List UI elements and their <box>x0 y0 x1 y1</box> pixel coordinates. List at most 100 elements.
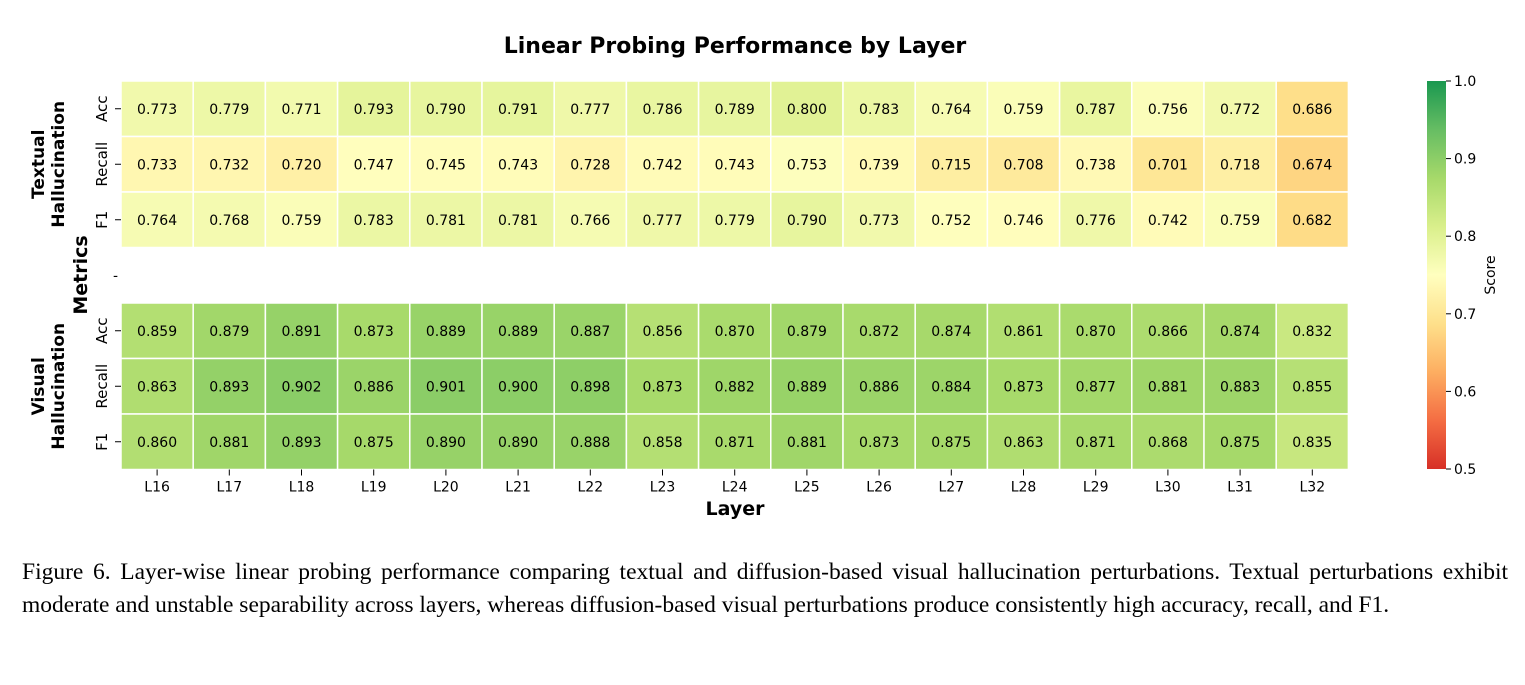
x-tick-label: L25 <box>794 480 820 496</box>
heatmap-cell <box>264 413 339 471</box>
colorbar-label: Score <box>1483 255 1499 294</box>
cell-value-label: 0.791 <box>498 102 538 118</box>
heatmap-cell <box>409 302 483 360</box>
group-label-line: Visual <box>29 357 49 415</box>
heatmap-cell <box>336 413 411 471</box>
heatmap-cell <box>1203 302 1277 360</box>
y-tick-label: Acc <box>93 318 111 345</box>
heatmap-cell <box>336 135 411 193</box>
cell-value-label: 0.773 <box>137 102 177 118</box>
cell-value-label: 0.743 <box>498 157 538 173</box>
cell-value-label: 0.759 <box>1003 102 1043 118</box>
cell-value-label: 0.888 <box>570 435 610 451</box>
cell-value-label: 0.873 <box>642 379 682 395</box>
heatmap-figure: Linear Probing Performance by Layer 0.77… <box>29 34 1499 520</box>
group-label-line: Hallucination <box>49 101 69 228</box>
cell-value-label: 0.759 <box>281 213 321 229</box>
heatmap-cell <box>697 191 772 249</box>
cell-value-label: 0.889 <box>787 379 827 395</box>
heatmap-cell <box>1058 413 1133 471</box>
heatmap-cell <box>1131 302 1205 360</box>
cell-value-label: 0.858 <box>642 435 682 451</box>
cell-value-label: 0.766 <box>570 213 610 229</box>
cell-value-label: 0.889 <box>498 324 538 340</box>
cell-value-label: 0.674 <box>1292 157 1332 173</box>
heatmap-cell <box>481 413 555 471</box>
cell-value-label: 0.881 <box>787 435 827 451</box>
x-tick-label: L21 <box>505 480 531 496</box>
x-tick-label: L22 <box>577 480 603 496</box>
x-tick-label: L27 <box>938 480 964 496</box>
figure-caption: Figure 6. Layer-wise linear probing perf… <box>22 559 1508 618</box>
heatmap-cell <box>986 413 1061 471</box>
cell-value-label: 0.781 <box>498 213 538 229</box>
cell-value-label: 0.764 <box>137 213 177 229</box>
cell-value-label: 0.772 <box>1220 102 1260 118</box>
cell-value-label: 0.753 <box>787 157 827 173</box>
cell-value-label: 0.800 <box>787 102 827 118</box>
cell-value-label: 0.783 <box>859 102 899 118</box>
heatmap-cell <box>481 80 555 138</box>
colorbar-tick-label: 0.6 <box>1454 384 1476 400</box>
cell-value-label: 0.743 <box>715 157 755 173</box>
heatmap-cell <box>553 357 628 415</box>
colorbar-tick-label: 0.7 <box>1454 307 1476 323</box>
group-label: TextualHallucination <box>29 101 69 228</box>
cell-value-label: 0.739 <box>859 157 899 173</box>
heatmap-cell <box>625 357 700 415</box>
cell-value-label: 0.875 <box>931 435 971 451</box>
cell-value-label: 0.889 <box>426 324 466 340</box>
cell-value-label: 0.874 <box>931 324 971 340</box>
group-label: VisualHallucination <box>29 323 69 450</box>
cell-value-label: 0.902 <box>281 379 321 395</box>
heatmap-cell <box>914 135 989 193</box>
heatmap-cell <box>1058 80 1133 138</box>
cell-value-label: 0.871 <box>715 435 755 451</box>
cell-value-label: 0.883 <box>1220 379 1260 395</box>
heatmap-cell <box>264 135 339 193</box>
group-label-line: Textual <box>29 130 49 199</box>
cell-value-label: 0.863 <box>1003 435 1043 451</box>
heatmap-cell <box>697 357 772 415</box>
heatmap-cell <box>336 191 411 249</box>
cell-value-label: 0.779 <box>209 102 249 118</box>
heatmap-cell <box>625 191 700 249</box>
cell-value-label: 0.890 <box>498 435 538 451</box>
cell-value-label: 0.890 <box>426 435 466 451</box>
cell-value-label: 0.875 <box>354 435 394 451</box>
cell-value-label: 0.789 <box>715 102 755 118</box>
cell-value-label: 0.779 <box>715 213 755 229</box>
x-tick-label: L26 <box>866 480 892 496</box>
cell-value-label: 0.874 <box>1220 324 1260 340</box>
heatmap-cell <box>986 357 1061 415</box>
x-tick-label: L20 <box>433 480 459 496</box>
cell-value-label: 0.728 <box>570 157 610 173</box>
heatmap-cell <box>1275 191 1350 249</box>
y-tick-label: F1 <box>93 211 111 229</box>
cell-value-label: 0.773 <box>859 213 899 229</box>
cell-value-label: 0.686 <box>1292 102 1332 118</box>
x-axis-label: Layer <box>706 498 766 520</box>
cell-value-label: 0.873 <box>354 324 394 340</box>
heatmap-cell <box>120 191 194 249</box>
cell-value-label: 0.832 <box>1292 324 1332 340</box>
cell-value-label: 0.793 <box>354 102 394 118</box>
heatmap-cell <box>1058 191 1133 249</box>
cell-value-label: 0.745 <box>426 157 466 173</box>
heatmap-cell <box>770 135 844 193</box>
cell-value-label: 0.875 <box>1220 435 1260 451</box>
heatmap-cell <box>842 413 916 471</box>
cell-value-label: 0.886 <box>354 379 394 395</box>
heatmap-cell <box>914 191 989 249</box>
x-tick-label: L31 <box>1227 480 1253 496</box>
heatmap-cell <box>553 191 628 249</box>
cell-value-label: 0.898 <box>570 379 610 395</box>
colorbar-tick-label: 0.9 <box>1454 152 1476 168</box>
cell-value-label: 0.733 <box>137 157 177 173</box>
x-tick-label: L23 <box>650 480 676 496</box>
cell-value-label: 0.868 <box>1148 435 1188 451</box>
cell-value-label: 0.884 <box>931 379 971 395</box>
heatmap-cell <box>192 80 267 138</box>
y-tick-label: Recall <box>93 364 111 409</box>
cell-value-label: 0.787 <box>1076 102 1116 118</box>
